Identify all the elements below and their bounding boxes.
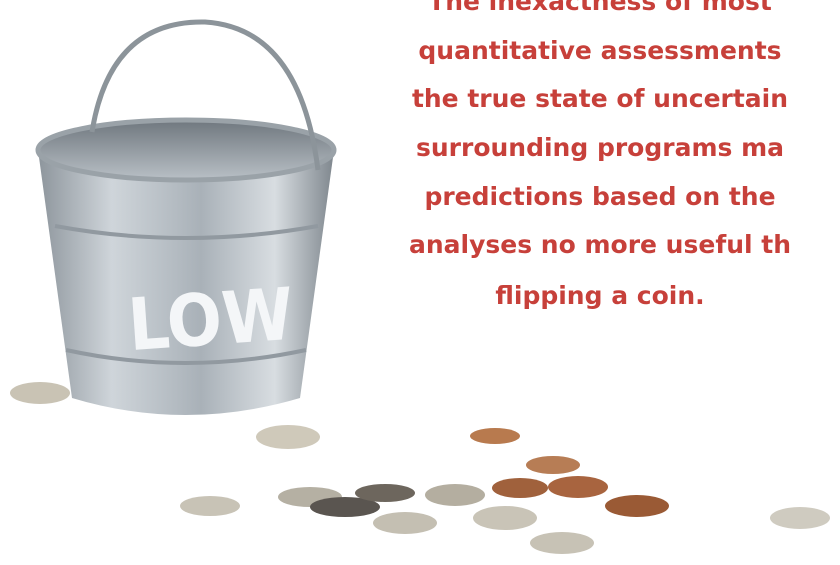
illustration: LOW The inexactness of most quantitative … bbox=[0, 0, 840, 565]
bucket: LOW bbox=[38, 22, 334, 415]
quote-line: surrounding programs ma bbox=[416, 133, 784, 162]
coin bbox=[530, 532, 594, 554]
bucket-rim bbox=[38, 120, 334, 180]
coin bbox=[470, 428, 520, 444]
coin bbox=[770, 507, 830, 529]
coin bbox=[473, 506, 537, 530]
coin bbox=[10, 382, 70, 404]
coin bbox=[548, 476, 608, 498]
quote-line: predictions based on the bbox=[424, 182, 775, 211]
quote-line: analyses no more useful th bbox=[409, 230, 791, 259]
quote-line: The inexactness of most bbox=[428, 0, 772, 16]
coin bbox=[180, 496, 240, 516]
coin bbox=[605, 495, 669, 517]
pull-quote: The inexactness of most quantitative asse… bbox=[409, 0, 791, 310]
quote-line: the true state of uncertain bbox=[412, 84, 788, 113]
coin bbox=[355, 484, 415, 502]
quote-line: quantitative assessments bbox=[418, 36, 781, 65]
page: LOW The inexactness of most quantitative … bbox=[0, 0, 840, 565]
coin bbox=[425, 484, 485, 506]
coin bbox=[526, 456, 580, 474]
coin bbox=[373, 512, 437, 534]
quote-line: flipping a coin. bbox=[495, 281, 704, 310]
coin bbox=[256, 425, 320, 449]
bucket-label: LOW bbox=[125, 272, 296, 367]
coin bbox=[492, 478, 548, 498]
